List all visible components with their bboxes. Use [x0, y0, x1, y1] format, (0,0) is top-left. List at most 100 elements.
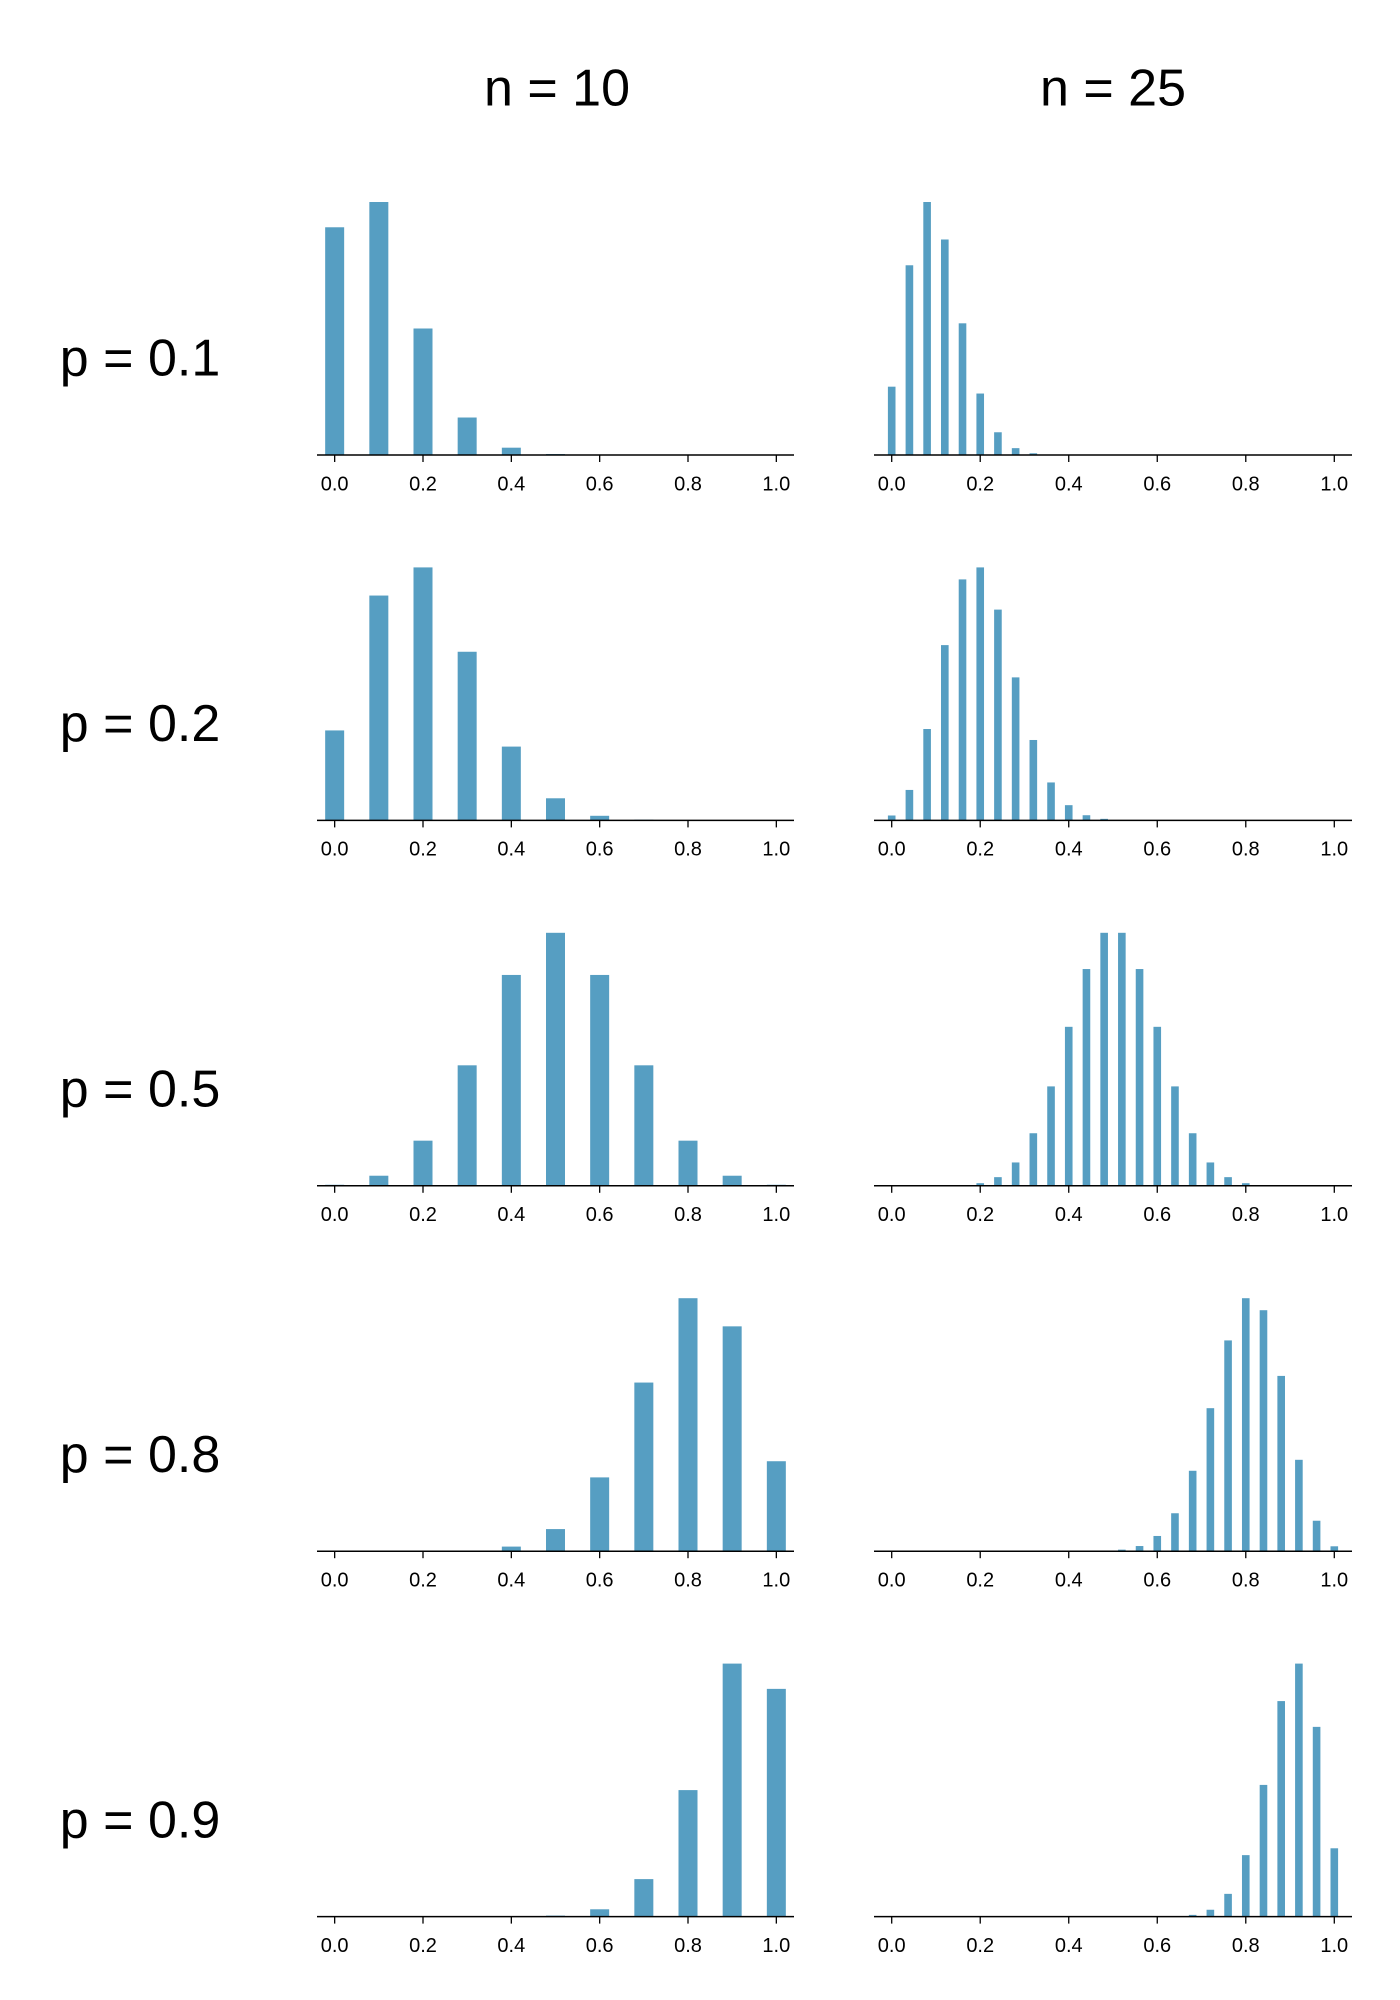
bar — [766, 1688, 786, 1917]
bar — [501, 974, 521, 1186]
bar — [590, 815, 610, 821]
x-tick-label: 0.8 — [1232, 1935, 1260, 1957]
bar — [1241, 1298, 1250, 1552]
bar — [369, 1175, 389, 1186]
bar — [976, 567, 985, 821]
bar — [1312, 1726, 1321, 1917]
bar — [722, 1326, 742, 1552]
bar — [722, 1175, 742, 1186]
bar — [1295, 1663, 1303, 1917]
x-tick-label: 1.0 — [1320, 1204, 1348, 1226]
bar — [325, 730, 345, 821]
bar — [546, 1529, 565, 1552]
bar — [722, 1663, 742, 1917]
x-tick-label: 1.0 — [762, 473, 790, 495]
x-tick-label: 0.8 — [674, 1569, 702, 1591]
row-label: p = 0.5 — [60, 1061, 220, 1119]
bar — [1029, 1133, 1038, 1186]
bar — [958, 323, 967, 455]
x-tick-label: 0.2 — [966, 1569, 994, 1591]
bar — [634, 1382, 654, 1552]
x-tick-label: 0.8 — [674, 839, 702, 861]
x-tick-label: 0.0 — [878, 1569, 906, 1591]
bar — [905, 265, 914, 455]
x-tick-label: 0.0 — [321, 839, 349, 861]
x-tick-label: 0.6 — [586, 1935, 614, 1957]
bar — [634, 1065, 654, 1186]
x-tick-label: 0.4 — [1055, 1935, 1083, 1957]
row-label: p = 0.9 — [60, 1791, 220, 1849]
x-tick-label: 0.6 — [586, 839, 614, 861]
bar — [546, 932, 565, 1186]
bar — [1171, 1513, 1179, 1552]
x-tick-label: 0.6 — [1143, 1935, 1171, 1957]
bar — [1259, 1784, 1268, 1917]
x-tick-label: 0.0 — [878, 473, 906, 495]
x-tick-label: 0.2 — [966, 1204, 994, 1226]
x-tick-label: 0.0 — [321, 1569, 349, 1591]
bar — [634, 1879, 654, 1917]
bar — [1135, 1546, 1144, 1552]
bar — [923, 729, 931, 821]
x-tick-label: 0.6 — [586, 1204, 614, 1226]
bar — [1188, 1470, 1197, 1552]
bar — [1047, 1086, 1055, 1186]
bar — [1011, 448, 1020, 455]
bar — [994, 609, 1002, 821]
x-tick-label: 0.6 — [586, 1569, 614, 1591]
row-label: p = 0.8 — [60, 1426, 220, 1484]
bar — [1047, 782, 1055, 821]
x-tick-label: 0.4 — [497, 1935, 525, 1957]
x-tick-label: 0.8 — [1232, 1204, 1260, 1226]
x-tick-label: 0.2 — [409, 839, 437, 861]
bar — [1064, 1026, 1073, 1186]
bar — [1206, 1162, 1215, 1186]
bar — [501, 746, 521, 821]
bar — [1330, 1546, 1339, 1552]
bar — [905, 789, 914, 821]
x-tick-label: 0.8 — [1232, 473, 1260, 495]
x-tick-label: 0.0 — [878, 1204, 906, 1226]
bar — [1295, 1459, 1303, 1552]
x-tick-label: 0.2 — [409, 1569, 437, 1591]
bar — [1277, 1701, 1285, 1917]
column-title: n = 25 — [1040, 60, 1186, 118]
x-tick-label: 0.6 — [586, 473, 614, 495]
bar — [1153, 1535, 1162, 1552]
bar — [887, 386, 896, 455]
x-tick-label: 0.2 — [409, 473, 437, 495]
bar — [1277, 1375, 1285, 1552]
bar — [1224, 1893, 1232, 1917]
bar — [1118, 1549, 1126, 1552]
bar — [1082, 969, 1091, 1186]
bar — [1188, 1133, 1197, 1186]
bar — [976, 393, 985, 455]
bar — [1118, 932, 1126, 1186]
bar — [1135, 969, 1144, 1186]
x-tick-label: 0.0 — [878, 1935, 906, 1957]
bar — [457, 651, 477, 821]
x-tick-label: 0.8 — [674, 1204, 702, 1226]
bar — [1011, 677, 1020, 821]
bar — [413, 328, 433, 455]
x-tick-label: 0.2 — [966, 473, 994, 495]
bar — [501, 447, 521, 455]
x-tick-label: 0.6 — [1143, 473, 1171, 495]
x-tick-label: 0.4 — [497, 1204, 525, 1226]
bar — [1241, 1855, 1250, 1917]
bar — [1082, 815, 1091, 821]
bar — [887, 815, 896, 821]
bar — [941, 645, 949, 821]
x-tick-label: 1.0 — [1320, 1569, 1348, 1591]
x-tick-label: 1.0 — [762, 839, 790, 861]
bar — [590, 974, 610, 1186]
x-tick-label: 0.2 — [409, 1204, 437, 1226]
x-tick-label: 0.2 — [409, 1935, 437, 1957]
row-label: p = 0.2 — [60, 695, 220, 753]
bar — [976, 1183, 985, 1186]
x-tick-label: 0.4 — [1055, 473, 1083, 495]
x-tick-label: 0.0 — [321, 1204, 349, 1226]
x-tick-label: 0.8 — [1232, 839, 1260, 861]
bar — [1224, 1177, 1232, 1186]
